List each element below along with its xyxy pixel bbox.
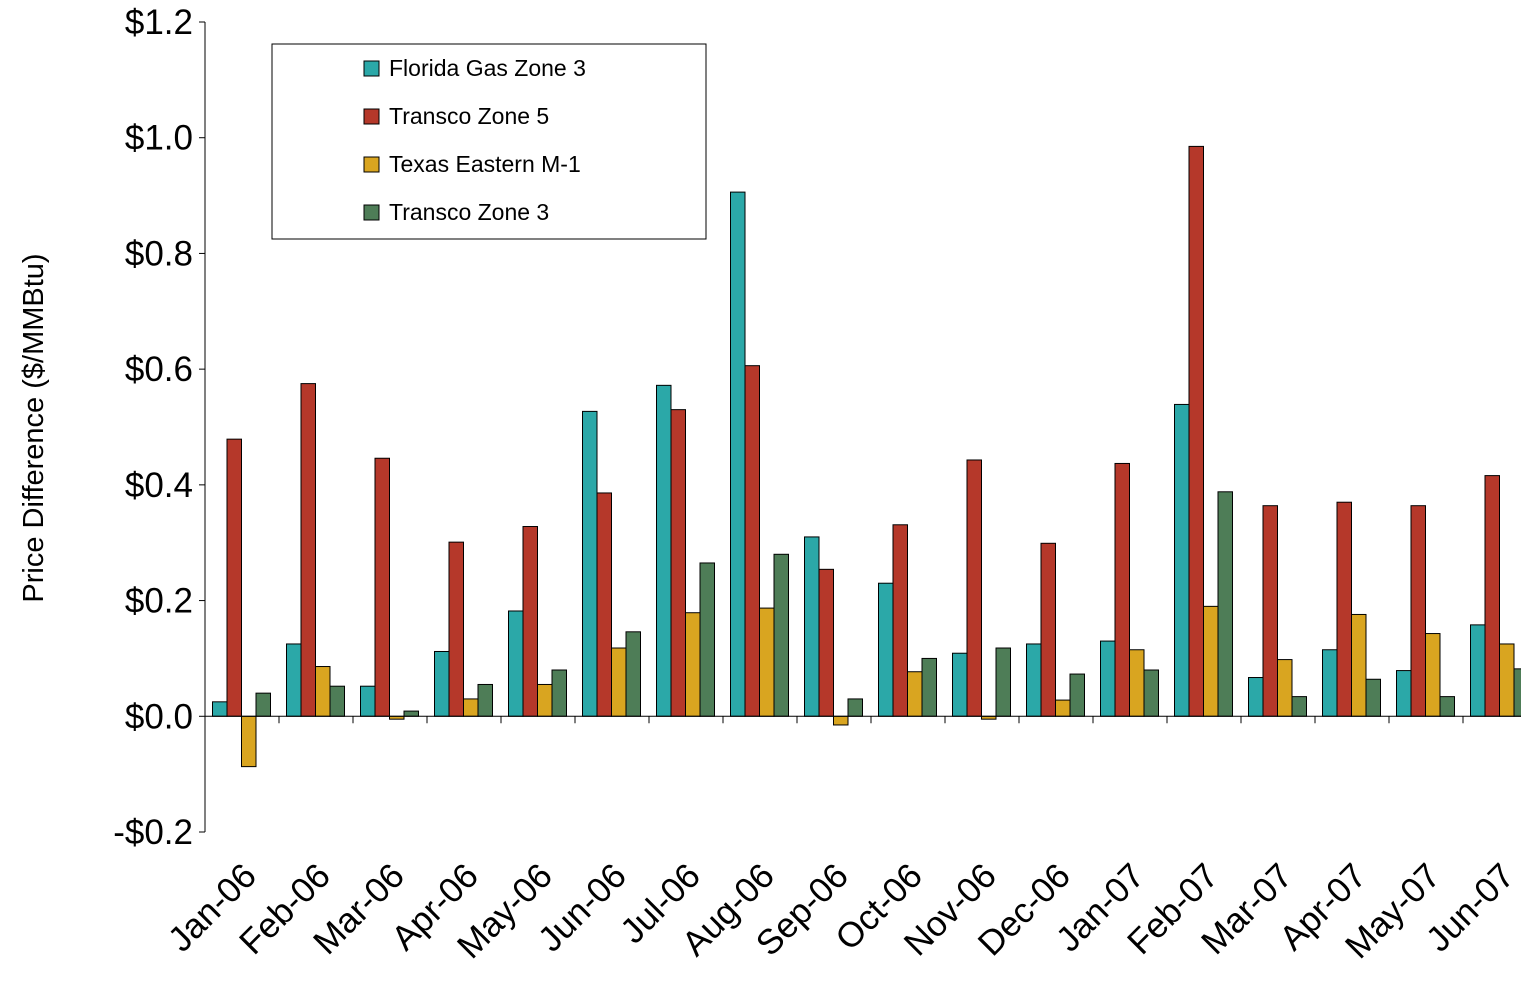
bar-transco-zone-3-mar-06 (403, 710, 419, 717)
y-tick-label: $1.0 (125, 119, 193, 158)
bar-florida-gas-zone-3-apr-06 (434, 650, 450, 717)
bar-texas-eastern-m-1-feb-07 (1203, 605, 1219, 717)
bar-transco-zone-3-may-06 (551, 669, 567, 717)
legend-swatch (363, 156, 380, 173)
bar-transco-zone-3-dec-06 (1069, 673, 1085, 717)
bar-transco-zone-3-oct-06 (921, 657, 937, 717)
legend-label: Transco Zone 3 (389, 199, 549, 225)
bar-florida-gas-zone-3-sep-06 (804, 536, 820, 717)
bar-transco-zone-5-apr-07 (1336, 501, 1352, 717)
y-tick-label: $0.8 (125, 234, 193, 273)
bar-transco-zone-5-dec-06 (1040, 542, 1056, 717)
bar-florida-gas-zone-3-jan-06 (212, 701, 228, 717)
bar-texas-eastern-m-1-jun-07 (1499, 643, 1515, 717)
legend: Florida Gas Zone 3 Transco Zone 5 Texas Ea… (271, 43, 707, 240)
bar-group (212, 145, 1521, 768)
bar-florida-gas-zone-3-nov-06 (952, 652, 968, 717)
bar-transco-zone-3-aug-06 (773, 553, 789, 717)
bar-florida-gas-zone-3-oct-06 (878, 582, 894, 717)
bar-texas-eastern-m-1-may-07 (1425, 633, 1441, 717)
bar-florida-gas-zone-3-feb-06 (286, 643, 302, 717)
bar-transco-zone-5-sep-06 (818, 568, 834, 717)
bar-florida-gas-zone-3-jun-07 (1470, 624, 1486, 717)
bar-transco-zone-3-jun-07 (1513, 668, 1521, 717)
bar-florida-gas-zone-3-jun-06 (582, 410, 598, 717)
bar-transco-zone-3-jan-06 (255, 692, 271, 717)
bar-florida-gas-zone-3-jul-06 (656, 384, 672, 717)
bar-transco-zone-5-mar-06 (374, 457, 390, 717)
bar-transco-zone-5-feb-07 (1188, 145, 1204, 717)
bar-transco-zone-3-jan-07 (1143, 669, 1159, 717)
bar-transco-zone-3-may-07 (1439, 696, 1455, 717)
bar-texas-eastern-m-1-jan-07 (1129, 649, 1145, 717)
y-tick-label: $1.2 (125, 3, 193, 42)
bar-florida-gas-zone-3-mar-06 (360, 685, 376, 717)
axes (199, 21, 1521, 833)
bar-transco-zone-3-sep-06 (847, 698, 863, 717)
bar-transco-zone-3-feb-06 (329, 685, 345, 717)
bar-transco-zone-3-jul-06 (699, 562, 715, 717)
bar-florida-gas-zone-3-may-07 (1396, 670, 1412, 717)
legend-label: Texas Eastern M-1 (389, 151, 581, 177)
bar-texas-eastern-m-1-feb-06 (315, 666, 331, 717)
bar-florida-gas-zone-3-mar-07 (1248, 677, 1264, 717)
bar-transco-zone-5-apr-06 (448, 541, 464, 717)
y-tick-label: $0.2 (125, 582, 193, 621)
legend-swatch (363, 60, 380, 77)
bar-florida-gas-zone-3-jan-07 (1100, 640, 1116, 717)
bar-texas-eastern-m-1-sep-06 (833, 715, 849, 726)
y-axis-title: Price Difference ($/MMBtu) (18, 253, 50, 602)
bar-transco-zone-3-apr-07 (1365, 678, 1381, 717)
legend-swatch (363, 108, 380, 125)
bar-florida-gas-zone-3-may-06 (508, 610, 524, 717)
bar-texas-eastern-m-1-apr-06 (463, 698, 479, 717)
y-tick-label: $0.4 (125, 466, 193, 505)
bar-texas-eastern-m-1-jun-06 (611, 647, 627, 717)
bar-transco-zone-3-feb-07 (1217, 491, 1233, 717)
bar-transco-zone-3-mar-07 (1291, 696, 1307, 717)
bar-transco-zone-5-jun-07 (1484, 475, 1500, 717)
bar-texas-eastern-m-1-jan-06 (241, 715, 257, 768)
bar-texas-eastern-m-1-aug-06 (759, 607, 775, 717)
bar-transco-zone-3-nov-06 (995, 647, 1011, 717)
bar-florida-gas-zone-3-dec-06 (1026, 643, 1042, 717)
bar-texas-eastern-m-1-apr-07 (1351, 613, 1367, 717)
y-tick-label: $0.6 (125, 350, 193, 389)
legend-swatch (363, 204, 380, 221)
bar-transco-zone-5-jan-06 (226, 438, 242, 717)
y-tick-label: $0.0 (125, 697, 193, 736)
bar-transco-zone-5-mar-07 (1262, 505, 1278, 717)
bar-transco-zone-5-may-07 (1410, 505, 1426, 717)
bar-transco-zone-5-may-06 (522, 526, 538, 717)
bar-transco-zone-5-aug-06 (744, 365, 760, 717)
bar-transco-zone-3-jun-06 (625, 631, 641, 717)
bar-florida-gas-zone-3-aug-06 (730, 191, 746, 717)
bar-transco-zone-5-jan-07 (1114, 462, 1130, 717)
x-tick-labels: Jan-06Feb-06Mar-06Apr-06May-06Jun-06Jul-… (161, 856, 1521, 966)
bar-transco-zone-5-feb-06 (300, 383, 316, 717)
y-tick-labels: -$0.2 $0.0 $0.2 $0.4 $0.6 $0.8 $1.0 $1.2 (113, 3, 193, 852)
bar-transco-zone-5-jun-06 (596, 492, 612, 717)
bar-transco-zone-3-apr-06 (477, 683, 493, 717)
bar-florida-gas-zone-3-apr-07 (1322, 649, 1338, 717)
bar-texas-eastern-m-1-may-06 (537, 683, 553, 717)
y-tick-label: -$0.2 (113, 813, 193, 852)
legend-box (271, 43, 707, 240)
bar-florida-gas-zone-3-feb-07 (1174, 403, 1190, 717)
legend-label: Transco Zone 5 (389, 103, 549, 129)
bar-texas-eastern-m-1-mar-07 (1277, 659, 1293, 717)
bar-texas-eastern-m-1-jul-06 (685, 612, 701, 717)
bar-transco-zone-5-nov-06 (966, 459, 982, 717)
bar-transco-zone-5-oct-06 (892, 524, 908, 717)
bar-transco-zone-5-jul-06 (670, 409, 686, 717)
legend-label: Florida Gas Zone 3 (389, 55, 586, 81)
bar-texas-eastern-m-1-oct-06 (907, 671, 923, 717)
bar-texas-eastern-m-1-dec-06 (1055, 699, 1071, 717)
